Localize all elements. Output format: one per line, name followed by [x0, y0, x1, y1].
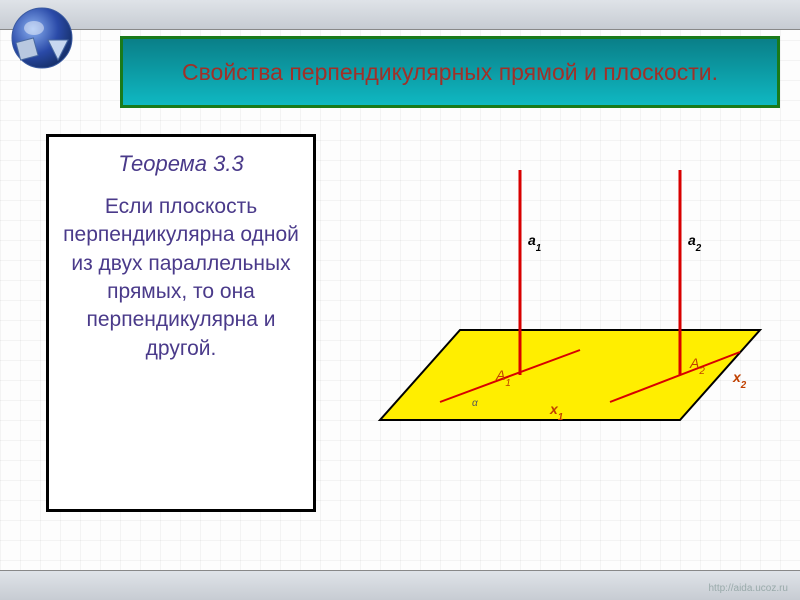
theorem-box: Теорема 3.3 Если плоскость перпендикуляр… — [46, 134, 316, 512]
svg-text:α: α — [472, 398, 478, 409]
slide-title: Свойства перпендикулярных прямой и плоск… — [182, 58, 718, 87]
svg-text:x2: x2 — [732, 369, 747, 391]
geometry-diagram: x1x2a1a2A1A2α — [340, 150, 780, 470]
title-box: Свойства перпендикулярных прямой и плоск… — [120, 36, 780, 108]
theorem-statement: Если плоскость перпендикулярна одной из … — [59, 193, 303, 363]
logo-icon — [6, 2, 78, 74]
top-chrome-bar — [0, 0, 800, 30]
watermark: http://aida.ucoz.ru — [709, 583, 789, 594]
bottom-chrome-bar: http://aida.ucoz.ru — [0, 570, 800, 600]
slide-canvas: Свойства перпендикулярных прямой и плоск… — [0, 0, 800, 600]
svg-text:a1: a1 — [528, 232, 541, 254]
svg-text:a2: a2 — [688, 232, 702, 254]
theorem-number: Теорема 3.3 — [59, 151, 303, 177]
